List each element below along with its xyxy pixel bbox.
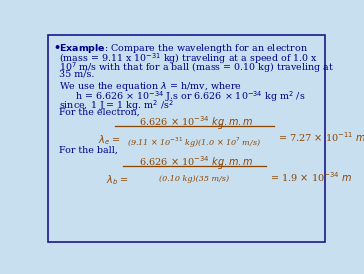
Text: For the electron,: For the electron, [59, 108, 140, 116]
Text: We use the equation $\lambda$ = h/mv, where: We use the equation $\lambda$ = h/mv, wh… [59, 80, 242, 93]
Text: 35 m/s.: 35 m/s. [59, 70, 95, 79]
Text: since, 1 J = 1 kg. m$^{2}$ /s$^{2}$: since, 1 J = 1 kg. m$^{2}$ /s$^{2}$ [59, 98, 175, 113]
Text: = 7.27 $\times$ 10$^{-11}$ $\mathit{m}$: = 7.27 $\times$ 10$^{-11}$ $\mathit{m}$ [278, 130, 364, 144]
Text: $\mathit{s}$: $\mathit{s}$ [217, 122, 223, 131]
Text: $\mathit{s}$: $\mathit{s}$ [217, 162, 223, 171]
Text: (9.11 $\times$ 10$^{-31}$ kg)(1.0 $\times$ 10$^{7}$ m/s): (9.11 $\times$ 10$^{-31}$ kg)(1.0 $\time… [127, 135, 261, 150]
Text: •: • [53, 42, 60, 53]
Text: = 1.9 $\times$ 10$^{-34}$ $\mathit{m}$: = 1.9 $\times$ 10$^{-34}$ $\mathit{m}$ [270, 170, 353, 184]
Text: For the ball,: For the ball, [59, 146, 118, 155]
Text: $\lambda_b$ =: $\lambda_b$ = [106, 173, 129, 187]
Text: 6.626 $\times$ 10$^{-34}$ $\mathit{kg.m.m}$: 6.626 $\times$ 10$^{-34}$ $\mathit{kg.m.… [139, 155, 254, 170]
Text: 6.626 $\times$ 10$^{-34}$ $\mathit{kg.m.m}$: 6.626 $\times$ 10$^{-34}$ $\mathit{kg.m.… [139, 115, 254, 130]
Text: 10$^{7}$ m/s with that for a ball (mass = 0.10 kg) traveling at: 10$^{7}$ m/s with that for a ball (mass … [59, 61, 335, 75]
Text: h = 6.626 $\times$ 10$^{-34}$ J.s or 6.626 $\times$ 10$^{-34}$ kg m$^{2}$ /s: h = 6.626 $\times$ 10$^{-34}$ J.s or 6.6… [75, 89, 305, 104]
Text: $\mathbf{Example}$: Compare the wavelength for an electron: $\mathbf{Example}$: Compare the waveleng… [59, 42, 308, 55]
Text: (0.10 kg)(35 m/s): (0.10 kg)(35 m/s) [159, 175, 229, 183]
Text: $\lambda_e$ =: $\lambda_e$ = [98, 133, 121, 147]
Text: (mass = 9.11 x 10$^{-31}$ kg) traveling at a speed of 1.0 x: (mass = 9.11 x 10$^{-31}$ kg) traveling … [59, 51, 318, 66]
